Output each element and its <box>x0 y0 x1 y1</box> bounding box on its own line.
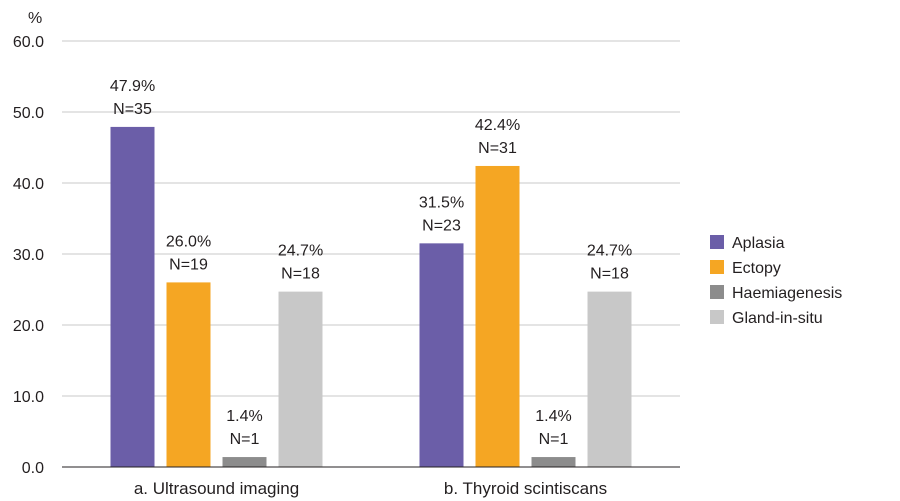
data-label-percent: 1.4% <box>226 408 262 425</box>
legend-swatch <box>710 285 724 299</box>
y-tick-label: 50.0 <box>13 105 44 122</box>
data-label-count: N=23 <box>422 217 461 234</box>
bar <box>475 165 520 467</box>
gridlines <box>62 40 680 397</box>
legend: Aplasia Ectopy Haemiagenesis Gland-in-situ <box>710 235 842 327</box>
bar <box>222 457 267 467</box>
y-tick-label: 30.0 <box>13 247 44 264</box>
legend-swatch <box>710 235 724 249</box>
data-label-percent: 1.4% <box>535 408 571 425</box>
x-category-label: b. Thyroid scintiscans <box>444 479 607 498</box>
legend-label: Ectopy <box>732 260 781 277</box>
y-tick-label: 0.0 <box>22 460 44 477</box>
y-unit-label: % <box>28 10 42 27</box>
y-tick-label: 40.0 <box>13 176 44 193</box>
y-tick-label: 20.0 <box>13 318 44 335</box>
data-labels: 47.9% N=35 26.0% N=19 1.4% N=1 24.7% N=18 31.5% N… <box>110 78 632 448</box>
data-label-count: N=31 <box>478 140 517 157</box>
data-label-percent: 47.9% <box>110 78 155 95</box>
x-category-label: a. Ultrasound imaging <box>134 479 299 498</box>
data-label-count: N=19 <box>169 256 208 273</box>
data-label-percent: 24.7% <box>587 243 632 260</box>
legend-swatch <box>710 260 724 274</box>
bar <box>587 291 632 467</box>
legend-label: Haemiagenesis <box>732 285 842 302</box>
data-label-count: N=18 <box>590 266 629 283</box>
y-axis: % 0.0 10.0 20.0 30.0 40.0 50.0 60.0 <box>13 10 44 477</box>
x-axis: a. Ultrasound imaging b. Thyroid scintisc… <box>62 466 680 498</box>
data-label-count: N=1 <box>230 431 260 448</box>
bars <box>110 126 632 467</box>
bar <box>531 457 576 467</box>
bar <box>166 282 211 467</box>
y-tick-label: 10.0 <box>13 389 44 406</box>
data-label-count: N=1 <box>539 431 569 448</box>
y-tick-label: 60.0 <box>13 34 44 51</box>
bar <box>419 243 464 467</box>
legend-label: Gland-in-situ <box>732 310 823 327</box>
bar <box>278 291 323 467</box>
legend-swatch <box>710 310 724 324</box>
data-label-percent: 31.5% <box>419 194 464 211</box>
data-label-count: N=18 <box>281 266 320 283</box>
bar <box>110 126 155 467</box>
data-label-percent: 42.4% <box>475 117 520 134</box>
data-label-percent: 24.7% <box>278 243 323 260</box>
data-label-count: N=35 <box>113 101 152 118</box>
data-label-percent: 26.0% <box>166 233 211 250</box>
legend-label: Aplasia <box>732 235 785 252</box>
